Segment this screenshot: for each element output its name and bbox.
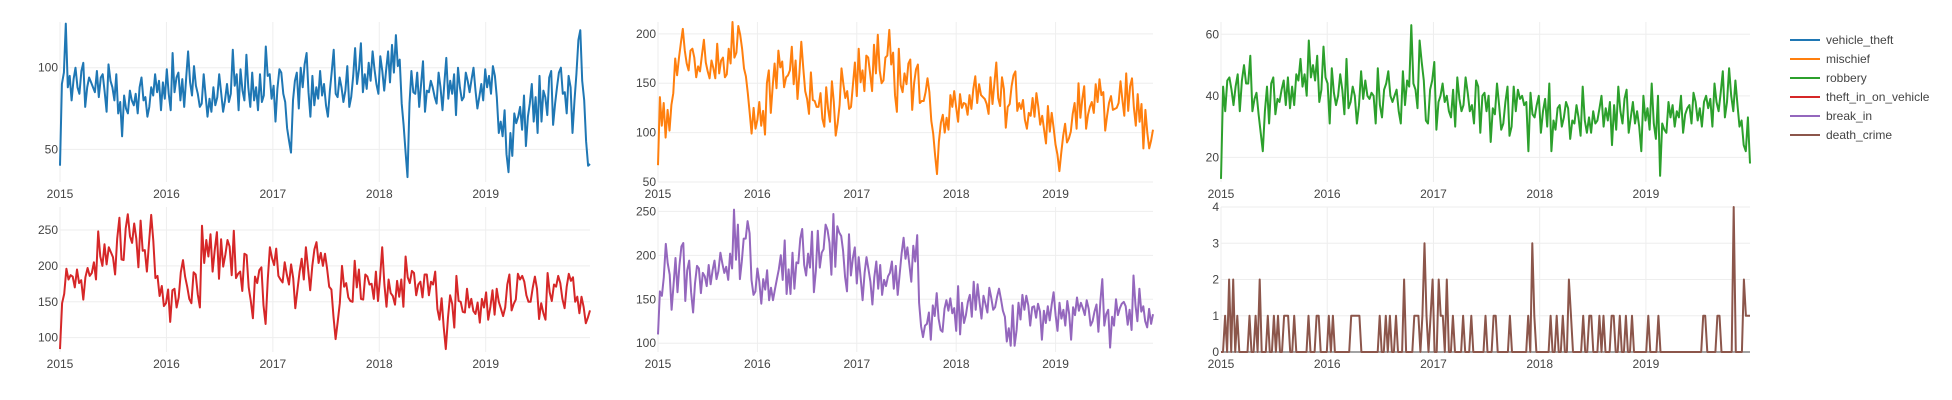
x-tick-label: 2018 (366, 187, 393, 201)
x-tick-label: 2016 (1314, 187, 1341, 201)
legend-item-break-in[interactable]: break_in (1790, 109, 1872, 123)
y-tick-label: 150 (636, 292, 656, 306)
subplot-break-in: 100 150 200 250 2015 2016 2017 2018 2019 (636, 204, 1154, 371)
y-tick-label: 100 (38, 61, 58, 75)
legend-item-vehicle-theft[interactable]: vehicle_theft (1790, 33, 1894, 47)
x-tick-label: 2019 (1633, 357, 1660, 371)
subplot-robbery: 20 40 60 2015 2016 2017 2018 2019 (1206, 22, 1751, 201)
x-tick-label: 2016 (1314, 357, 1341, 371)
y-tick-label: 2 (1212, 273, 1219, 287)
subplot-mischief: 50 100 150 200 2015 2016 2017 2018 2019 (636, 21, 1154, 201)
subplot-death-crime: 0 1 2 3 4 2015 2016 2017 2018 2019 (1208, 200, 1750, 371)
y-tick-label: 50 (643, 175, 657, 189)
y-tick-label: 3 (1212, 236, 1219, 250)
x-tick-label: 2017 (259, 187, 286, 201)
x-tick-label: 2017 (843, 187, 870, 201)
y-tick-label: 1 (1212, 309, 1219, 323)
y-tick-label: 250 (636, 204, 656, 218)
legend-label: robbery (1826, 71, 1867, 85)
y-tick-label: 40 (1206, 89, 1220, 103)
series-line-mischief (657, 21, 1154, 176)
x-tick-label: 2015 (47, 357, 74, 371)
x-tick-label: 2016 (153, 357, 180, 371)
subplot-vehicle-theft: 50 100 2015 2016 2017 2018 2019 (38, 22, 591, 201)
y-tick-label: 20 (1206, 150, 1220, 164)
y-tick-label: 200 (38, 259, 58, 273)
legend-label: mischief (1826, 52, 1871, 66)
y-tick-label: 150 (38, 295, 58, 309)
subplot-theft-in-on-vehicle: 100 150 200 250 2015 2016 2017 2018 2019 (38, 207, 591, 371)
y-tick-label: 200 (636, 248, 656, 262)
y-tick-label: 250 (38, 223, 58, 237)
legend-item-robbery[interactable]: robbery (1790, 71, 1867, 85)
y-tick-label: 150 (636, 76, 656, 90)
legend-label: vehicle_theft (1826, 33, 1894, 47)
x-tick-label: 2015 (645, 357, 672, 371)
x-tick-label: 2016 (744, 187, 771, 201)
x-tick-label: 2015 (645, 187, 672, 201)
x-tick-label: 2018 (1526, 187, 1553, 201)
series-line-vehicle-theft (59, 22, 591, 179)
x-tick-label: 2019 (1633, 187, 1660, 201)
x-tick-label: 2016 (153, 187, 180, 201)
y-tick-label: 100 (636, 336, 656, 350)
legend-item-death-crime[interactable]: death_crime (1790, 128, 1892, 142)
y-tick-label: 60 (1206, 27, 1220, 41)
y-tick-label: 4 (1212, 200, 1219, 214)
x-tick-label: 2018 (943, 357, 970, 371)
legend-label: theft_in_on_vehicle (1826, 90, 1930, 104)
x-tick-label: 2015 (1208, 187, 1235, 201)
y-tick-label: 100 (636, 126, 656, 140)
x-tick-label: 2015 (47, 187, 74, 201)
legend-item-theft-in-on-vehicle[interactable]: theft_in_on_vehicle (1790, 90, 1930, 104)
y-tick-label: 200 (636, 27, 656, 41)
x-tick-label: 2018 (1526, 357, 1553, 371)
y-tick-label: 0 (1212, 345, 1219, 359)
x-tick-label: 2017 (1420, 357, 1447, 371)
series-line-robbery (1220, 24, 1751, 179)
x-tick-label: 2017 (843, 357, 870, 371)
x-tick-label: 2019 (1042, 187, 1069, 201)
x-tick-label: 2017 (1420, 187, 1447, 201)
legend-label: death_crime (1826, 128, 1892, 142)
series-line-death-crime (1221, 206, 1750, 353)
legend: vehicle_theft mischief robbery theft_in_on_… (1790, 33, 1930, 142)
x-tick-label: 2017 (259, 357, 286, 371)
legend-label: break_in (1826, 109, 1872, 123)
x-tick-label: 2018 (943, 187, 970, 201)
x-tick-label: 2019 (1042, 357, 1069, 371)
y-tick-label: 100 (38, 331, 58, 345)
x-tick-label: 2018 (366, 357, 393, 371)
x-tick-label: 2015 (1208, 357, 1235, 371)
y-tick-label: 50 (45, 142, 59, 156)
x-tick-label: 2019 (472, 357, 499, 371)
x-tick-label: 2016 (744, 357, 771, 371)
x-tick-label: 2019 (472, 187, 499, 201)
series-line-break-in (657, 208, 1154, 349)
series-line-theft-in-on-vehicle (59, 213, 591, 351)
legend-item-mischief[interactable]: mischief (1790, 52, 1871, 66)
